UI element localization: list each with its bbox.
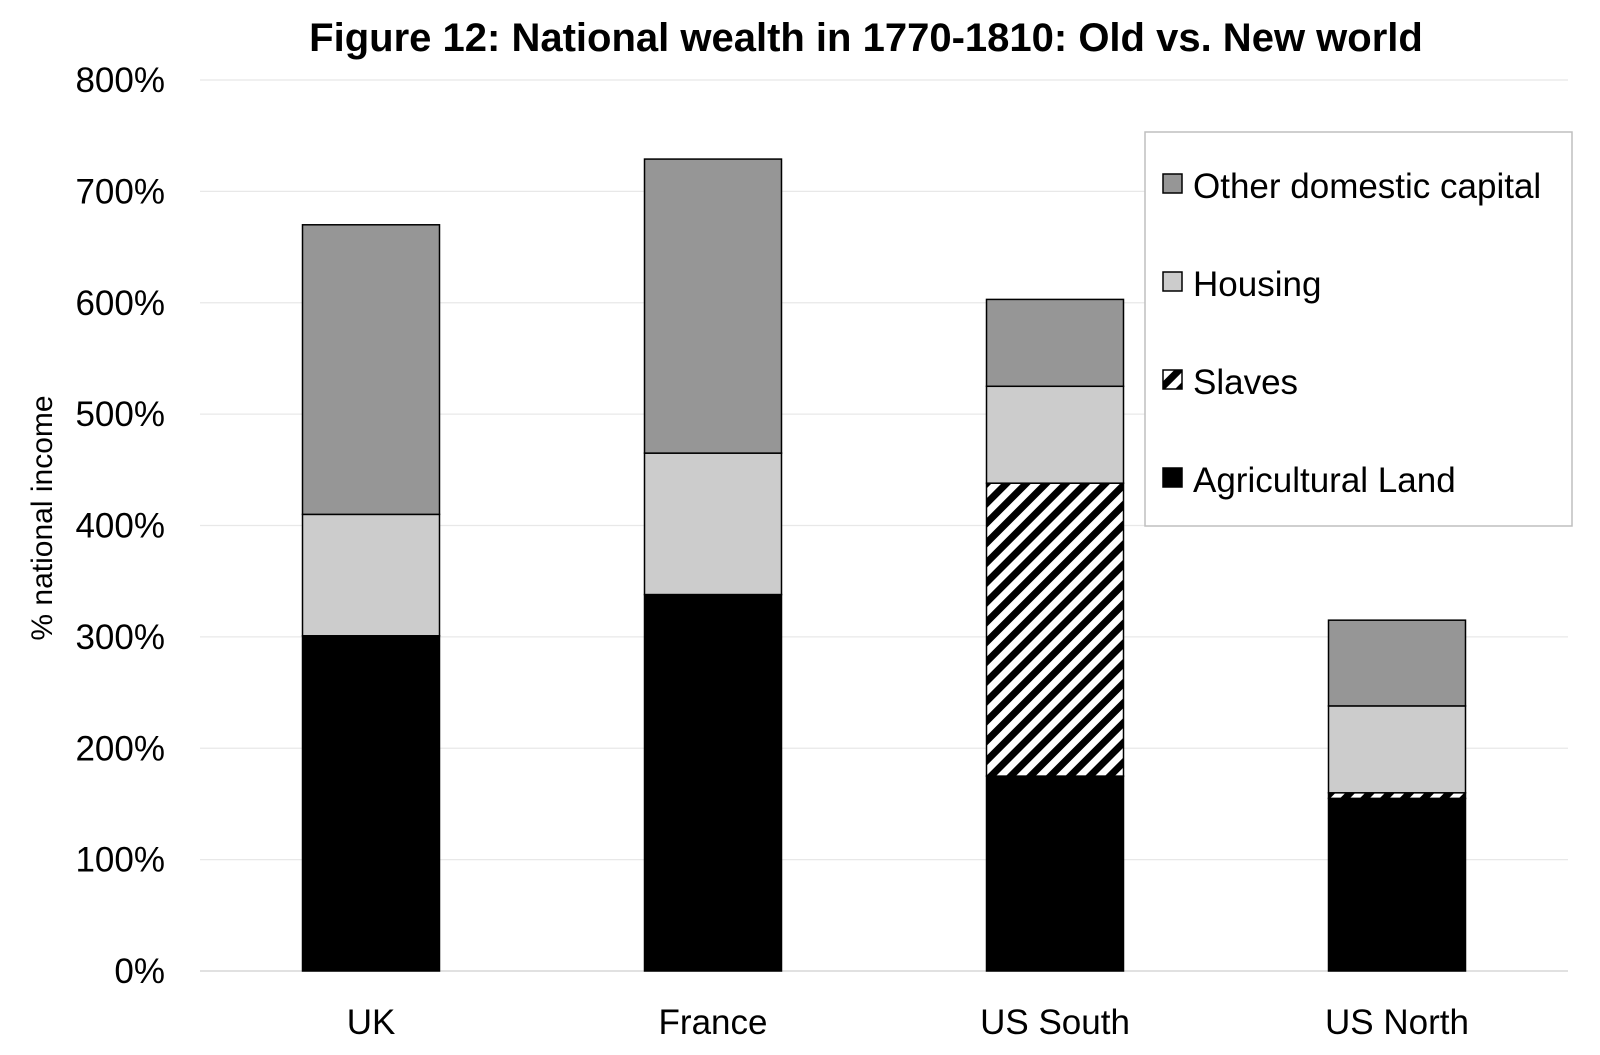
y-axis-label: % national income — [26, 395, 59, 640]
y-tick-label: 800% — [75, 61, 165, 100]
chart-title: Figure 12: National wealth in 1770-1810:… — [309, 16, 1423, 60]
legend-swatch — [1162, 467, 1183, 488]
x-tick-label: US South — [980, 1003, 1130, 1042]
legend-label: Slaves — [1193, 363, 1298, 402]
bar-segment-housing — [643, 452, 783, 596]
bar-segment-housing — [985, 385, 1125, 484]
y-tick-label: 200% — [75, 729, 165, 768]
y-tick-label: 600% — [75, 284, 165, 323]
bars — [301, 158, 1467, 972]
y-tick-label: 400% — [75, 507, 165, 546]
bar-segment-agricultural-land — [643, 593, 783, 972]
legend-label: Housing — [1193, 265, 1321, 304]
legend-swatch — [1162, 173, 1183, 194]
x-tick-label: UK — [347, 1003, 396, 1042]
legend-label: Agricultural Land — [1193, 461, 1456, 500]
y-tick-label: 500% — [75, 395, 165, 434]
bar-segment-other-domestic-capital — [985, 298, 1125, 388]
y-tick-label: 0% — [114, 952, 165, 991]
y-tick-label: 100% — [75, 841, 165, 880]
legend: Other domestic capital Housing Slaves Agric… — [1144, 131, 1573, 527]
bar-segment-agricultural-land — [1327, 797, 1467, 972]
y-axis-ticks: 0% 100% 200% 300% 400% 500% 600% 700% 800% — [75, 61, 165, 991]
bar-segment-other-domestic-capital — [301, 224, 441, 516]
bar-segment-agricultural-land — [301, 635, 441, 972]
x-tick-label: US North — [1325, 1003, 1469, 1042]
bar-segment-housing — [1327, 705, 1467, 794]
y-tick-label: 300% — [75, 618, 165, 657]
x-axis-ticks: UK France US South US North — [347, 1003, 1469, 1042]
legend-box — [1144, 131, 1573, 527]
legend-swatch — [1162, 271, 1183, 292]
bar-segment-slaves — [1327, 792, 1467, 800]
legend-swatch — [1162, 369, 1183, 390]
bar-segment-housing — [301, 513, 441, 637]
bar-segment-other-domestic-capital — [643, 158, 783, 454]
x-tick-label: France — [659, 1003, 768, 1042]
bar-segment-agricultural-land — [985, 775, 1125, 972]
y-tick-label: 700% — [75, 172, 165, 211]
legend-label: Other domestic capital — [1193, 167, 1541, 206]
bar-segment-other-domestic-capital — [1327, 619, 1467, 707]
bar-segment-slaves — [985, 482, 1125, 777]
